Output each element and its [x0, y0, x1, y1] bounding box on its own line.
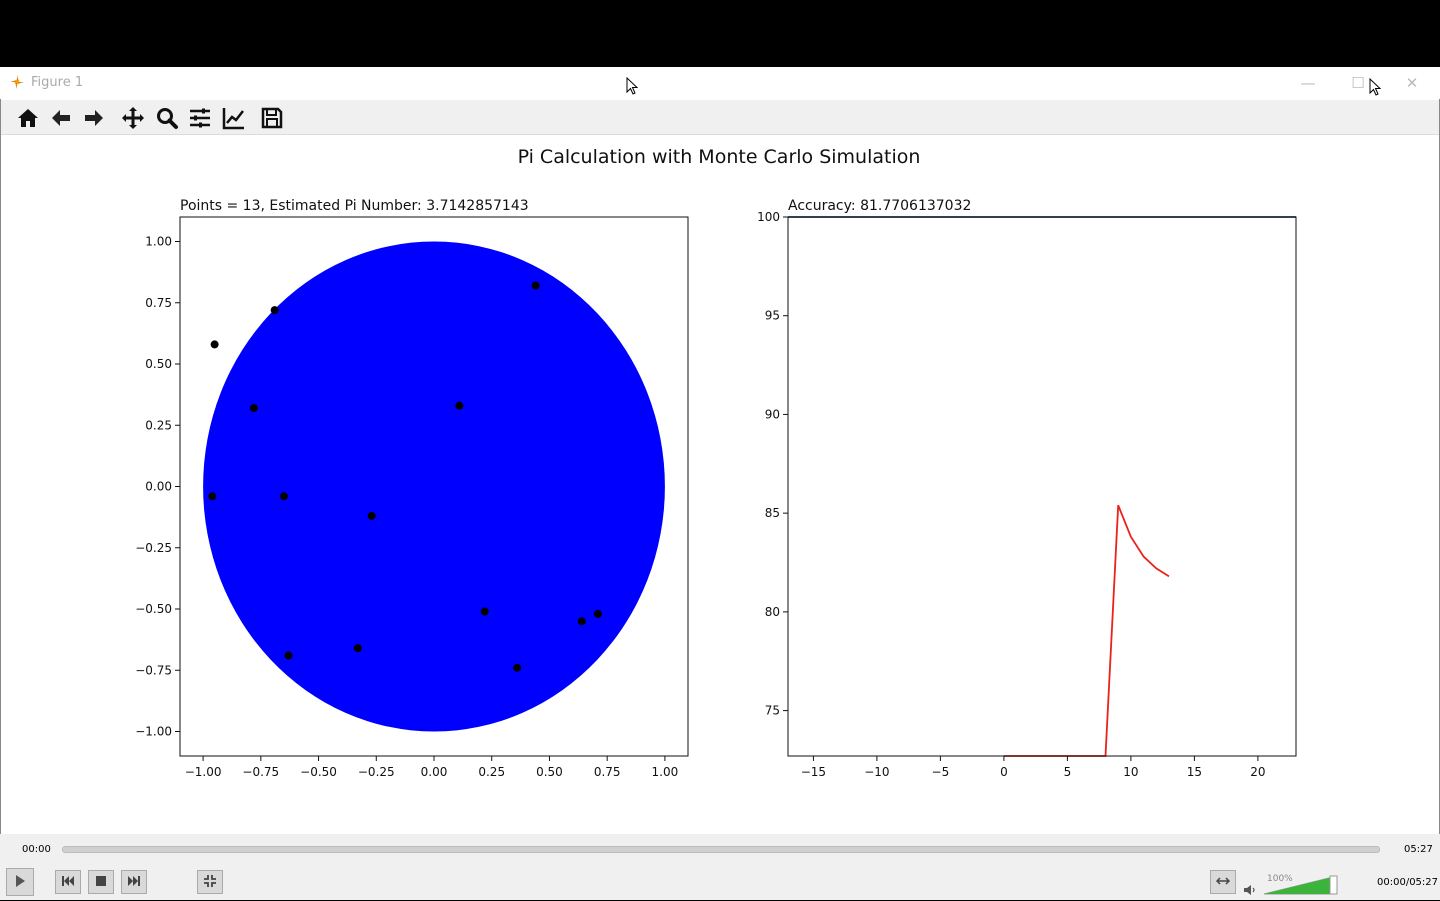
media-player-controls [0, 834, 1440, 900]
previous-button[interactable] [55, 870, 81, 894]
fullscreen-button[interactable] [197, 870, 223, 894]
loop-button[interactable] [1210, 870, 1236, 894]
accuracy-axes: Accuracy: 81.7706137032 −15 −10 −5 0 5 10 15 20… [757, 198, 1297, 779]
y-tick-label: −0.75 [135, 663, 172, 677]
fullscreen-icon [203, 873, 217, 892]
volume-slider[interactable] [1263, 874, 1338, 896]
x-tick-label: −5 [932, 765, 950, 779]
x-tick-label: 0.25 [478, 765, 505, 779]
y-tick-label: 90 [765, 407, 780, 421]
sample-point [593, 609, 602, 618]
play-icon [13, 873, 27, 892]
pan-icon[interactable] [119, 104, 147, 132]
window-titlebar[interactable] [0, 67, 1440, 99]
y-tick-label: −0.25 [135, 541, 172, 555]
forward-arrow-icon[interactable] [80, 104, 108, 132]
scatter-x-ticks: −1.00 −0.75 −0.50 −0.25 0.00 0.25 0.50 0.75 1.00 [185, 756, 679, 779]
home-icon[interactable] [14, 104, 42, 132]
x-tick-label: −0.25 [358, 765, 395, 779]
elapsed-time: 00:00 [22, 844, 51, 855]
x-tick-label: 10 [1123, 765, 1138, 779]
sample-point [270, 306, 279, 315]
y-tick-label: −0.50 [135, 602, 172, 616]
mouse-cursor-icon [626, 76, 640, 99]
x-tick-label: 1.00 [652, 765, 679, 779]
previous-icon [61, 873, 75, 892]
figure-suptitle: Pi Calculation with Monte Carlo Simulati… [518, 146, 921, 168]
back-arrow-icon[interactable] [47, 104, 75, 132]
matplotlib-app-icon [8, 73, 26, 91]
accuracy-plot-area [788, 216, 1296, 757]
y-tick-label: 0.75 [145, 296, 172, 310]
navigation-toolbar [1, 100, 1439, 135]
unit-circle [203, 241, 665, 732]
matplotlib-canvas: Pi Calculation with Monte Carlo Simulati… [135, 146, 1297, 779]
x-tick-label: 5 [1064, 765, 1072, 779]
y-tick-label: 95 [765, 309, 780, 323]
y-tick-label: −1.00 [135, 725, 172, 739]
accuracy-x-ticks: −15 −10 −5 0 5 10 15 20 [801, 756, 1266, 779]
sample-point [531, 281, 540, 290]
x-tick-label: 15 [1187, 765, 1202, 779]
seek-bar[interactable] [62, 846, 1380, 853]
accuracy-axes-frame [787, 216, 1297, 757]
edit-axis-icon[interactable] [220, 104, 248, 132]
window-title: Figure 1 [31, 75, 84, 90]
accuracy-line [1003, 504, 1170, 757]
y-tick-label: 80 [765, 605, 780, 619]
sample-point [367, 511, 376, 520]
y-tick-label: 0.00 [145, 480, 172, 494]
x-tick-label: 0 [1000, 765, 1008, 779]
y-tick-label: 0.25 [145, 418, 172, 432]
x-tick-label: 20 [1250, 765, 1265, 779]
x-tick-label: −0.50 [300, 765, 337, 779]
y-tick-label: 85 [765, 506, 780, 520]
time-readout: 00:00/05:27 [1377, 877, 1439, 888]
x-tick-label: −10 [864, 765, 889, 779]
sample-point [210, 340, 219, 349]
y-tick-label: 0.50 [145, 357, 172, 371]
close-button[interactable]: ✕ [1405, 74, 1419, 92]
sample-point [208, 492, 217, 501]
y-tick-label: 1.00 [145, 235, 172, 249]
play-button[interactable] [6, 868, 34, 896]
scatter-y-ticks: 1.00 0.75 0.50 0.25 0.00 −0.25 −0.50 −0.75 −1.00 [135, 235, 180, 739]
x-tick-label: 0.75 [594, 765, 621, 779]
video-letterbox-top [0, 0, 1440, 67]
accuracy-axes-title: Accuracy: 81.7706137032 [788, 198, 971, 214]
stop-icon [94, 873, 108, 892]
sample-point [284, 651, 293, 660]
sample-point [455, 401, 464, 410]
maximize-button[interactable]: ☐ [1351, 74, 1365, 92]
total-time: 05:27 [1404, 844, 1433, 855]
sample-point [249, 404, 258, 413]
x-tick-label: 0.50 [536, 765, 563, 779]
minimize-button[interactable]: — [1300, 74, 1316, 92]
x-tick-label: 0.00 [421, 765, 448, 779]
sample-point [577, 617, 586, 626]
x-tick-label: −15 [801, 765, 826, 779]
volume-percent: 100% [1267, 874, 1293, 884]
next-icon [127, 873, 141, 892]
sample-point [279, 492, 288, 501]
x-tick-label: −0.75 [242, 765, 279, 779]
sample-point [353, 644, 362, 653]
scatter-plot-area [203, 241, 665, 732]
next-button[interactable] [121, 870, 147, 894]
zoom-icon[interactable] [153, 104, 181, 132]
loop-icon [1215, 873, 1231, 892]
stop-button[interactable] [88, 870, 114, 894]
scatter-axes: Points = 13, Estimated Pi Number: 3.7142… [135, 198, 689, 779]
sample-point [480, 607, 489, 616]
scatter-axes-title: Points = 13, Estimated Pi Number: 3.7142… [180, 198, 529, 214]
subplots-icon[interactable] [186, 104, 214, 132]
y-tick-label: 100 [757, 210, 780, 224]
y-tick-label: 75 [765, 704, 780, 718]
save-icon[interactable] [258, 104, 286, 132]
speaker-icon[interactable] [1243, 882, 1257, 901]
accuracy-y-ticks: 100 95 90 85 80 75 [757, 210, 788, 718]
sample-point [513, 663, 522, 672]
mouse-cursor-icon [1369, 77, 1383, 100]
x-tick-label: −1.00 [185, 765, 222, 779]
